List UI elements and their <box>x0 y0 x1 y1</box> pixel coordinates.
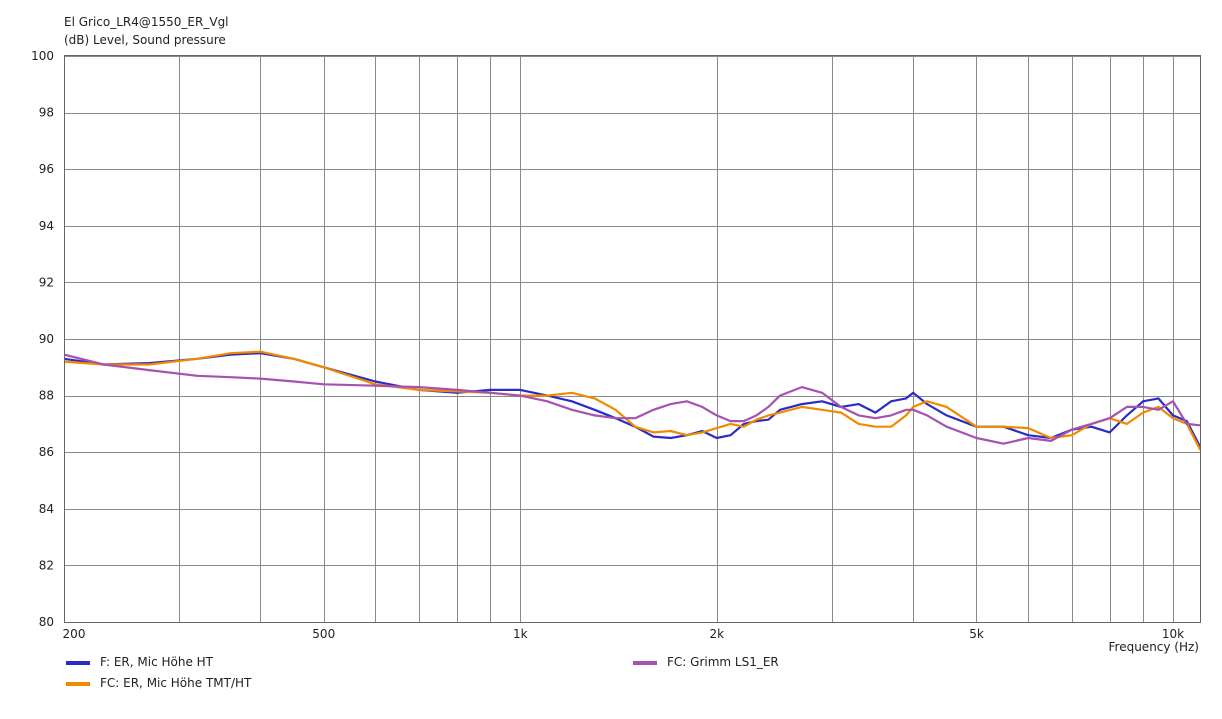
x-tick-label: 5k <box>969 627 984 641</box>
x-tick-label: 500 <box>312 627 335 641</box>
x-tick-label: 10k <box>1162 627 1184 641</box>
legend-swatch <box>633 661 657 665</box>
y-tick-label: 90 <box>39 332 54 346</box>
plot-frame <box>64 55 1201 623</box>
y-tick-label: 86 <box>39 445 54 459</box>
grid <box>64 56 1200 623</box>
x-axis-label: Frequency (Hz) <box>1109 640 1200 654</box>
y-tick-label: 88 <box>39 389 54 403</box>
y-axis-label: (dB) Level, Sound pressure <box>64 33 226 47</box>
y-tick-label: 100 <box>31 49 54 63</box>
y-tick-label: 92 <box>39 275 54 289</box>
series-line-3 <box>64 353 1200 445</box>
axis-ticks: 80 82 84 86 88 90 92 94 96 98 100 200 500 1k 2k 5k 10k <box>31 49 1184 641</box>
y-tick-label: 94 <box>39 219 54 233</box>
legend-swatch <box>66 682 90 686</box>
y-tick-label: 80 <box>39 615 54 629</box>
x-tick-label: 1k <box>513 627 528 641</box>
chart-title: El Grico_LR4@1550_ER_Vgl <box>64 15 229 29</box>
legend-swatch <box>66 661 90 665</box>
y-tick-label: 84 <box>39 502 54 516</box>
legend-label: FC: ER, Mic Höhe TMT/HT <box>100 676 252 690</box>
y-tick-label: 98 <box>39 106 54 120</box>
x-tick-label: 2k <box>709 627 724 641</box>
y-tick-label: 82 <box>39 558 54 572</box>
x-tick-label: 200 <box>63 627 86 641</box>
y-tick-label: 96 <box>39 162 54 176</box>
legend-label: FC: Grimm LS1_ER <box>667 655 779 669</box>
legend-label: F: ER, Mic Höhe HT <box>100 655 214 669</box>
legend: F: ER, Mic Höhe HT FC: ER, Mic Höhe TMT/H… <box>66 655 779 690</box>
series-lines <box>64 350 1200 451</box>
